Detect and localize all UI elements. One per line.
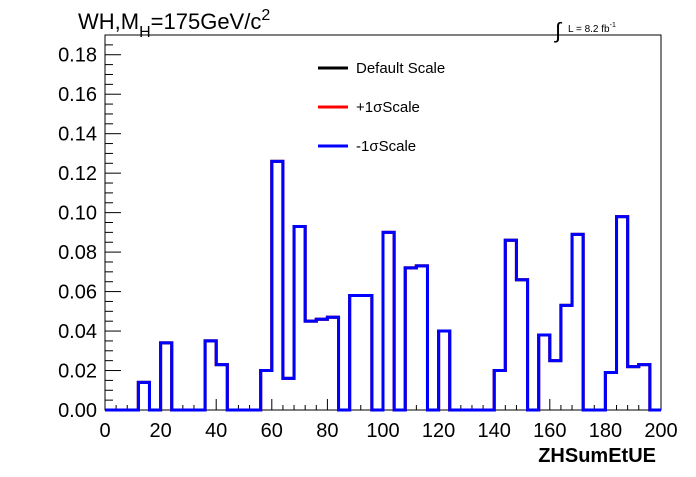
- x-tick-label: 100: [366, 420, 399, 442]
- legend-label-1: +1σScale: [356, 99, 420, 116]
- x-tick-label: 80: [316, 420, 338, 442]
- chart-title-main: WH,M: [78, 9, 139, 34]
- x-tick-label: 60: [261, 420, 283, 442]
- x-tick-label: 140: [478, 420, 511, 442]
- y-tick-label: 0.12: [58, 163, 97, 185]
- chart-title-rest: =175GeV/c: [151, 9, 262, 34]
- legend-label-2: -1σScale: [356, 138, 416, 155]
- x-tick-label: 160: [533, 420, 566, 442]
- y-tick-label: 0.08: [58, 242, 97, 264]
- luminosity-value: L = 8.2 fb: [568, 24, 610, 35]
- y-tick-label: 0.14: [58, 124, 97, 146]
- series-line-2: [105, 159, 661, 412]
- y-tick-label: 0.16: [58, 84, 97, 106]
- y-tick-label: 0.04: [58, 321, 97, 343]
- luminosity-label: L = 8.2 fb-1: [568, 22, 616, 35]
- x-axis-label: ZHSumEtUE: [538, 445, 656, 467]
- y-tick-label: 0.02: [58, 361, 97, 383]
- chart-title-subscript: H: [139, 24, 151, 41]
- y-tick-label: 0.18: [58, 45, 97, 67]
- chart-title: WH,MH=175GeV/c2: [78, 7, 270, 41]
- chart-title-superscript: 2: [261, 7, 270, 24]
- x-tick-label: 180: [589, 420, 622, 442]
- x-tick-label: 200: [644, 420, 677, 442]
- y-tick-label: 0.00: [58, 400, 97, 422]
- x-axis: 0 20 40 60 80 100 120 140 160 180 200: [99, 399, 678, 442]
- y-tick-label: 0.06: [58, 282, 97, 304]
- series-layer: [105, 159, 661, 412]
- x-tick-label: 120: [422, 420, 455, 442]
- luminosity-superscript: -1: [610, 22, 616, 29]
- y-axis: 0.00 0.02 0.04 0.06 0.08 0.10 0.12 0.14 0.16 0.18: [58, 34, 121, 422]
- x-tick-label: 40: [205, 420, 227, 442]
- x-tick-label: 20: [149, 420, 171, 442]
- legend: Default Scale +1σScale -1σScale: [318, 60, 445, 155]
- legend-label-0: Default Scale: [356, 60, 445, 77]
- integral-sign-icon: ∫: [553, 18, 563, 43]
- y-tick-label: 0.10: [58, 203, 97, 225]
- x-tick-label: 0: [99, 420, 110, 442]
